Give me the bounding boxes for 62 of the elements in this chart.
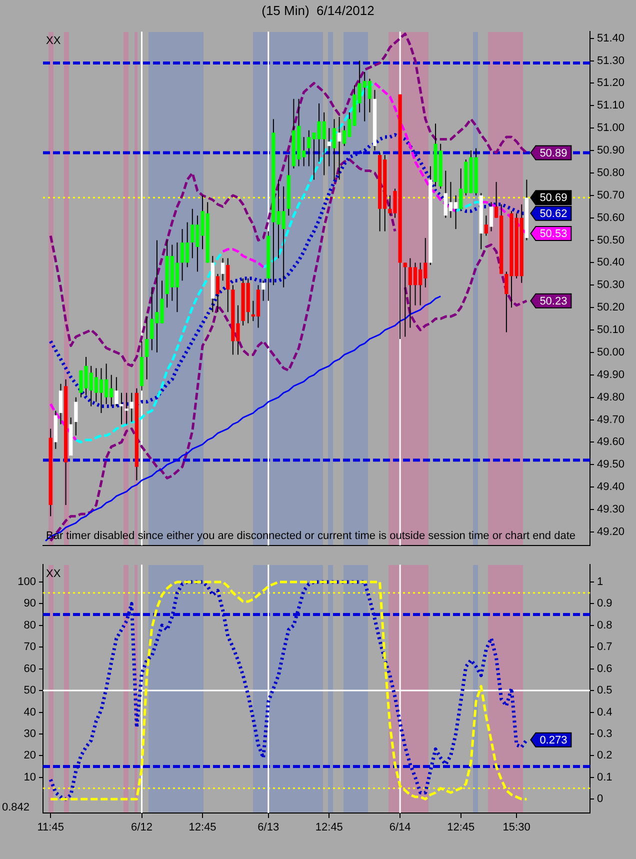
- y2-tick-label: 0.2: [597, 750, 612, 762]
- x-tick-label: 6/13: [258, 822, 280, 834]
- y-tick-label: 51.00: [597, 122, 625, 134]
- data-label: 50.23: [540, 295, 568, 308]
- y-tick-label: 50: [24, 684, 36, 697]
- y-tick-label: 50.70: [597, 189, 625, 202]
- annotation: 50.89: [540, 147, 568, 160]
- y2-tick-label: 0.7: [597, 641, 612, 654]
- y-tick-label: 49.50: [597, 458, 625, 471]
- data-label: 0.273: [540, 734, 568, 746]
- y2-tick-label: 0.1: [597, 771, 612, 784]
- y-tick-label: 100: [18, 576, 36, 588]
- y-tick-label: 50.30: [597, 279, 625, 292]
- x-tick-label: 15:30: [502, 822, 530, 834]
- data-label: 50.62: [540, 208, 568, 220]
- chart-title: (15 Min) 6/14/2012: [260, 3, 376, 18]
- y2-tick-label: 1: [597, 576, 604, 588]
- x-tick-label: 12:45: [447, 822, 475, 834]
- x-tick-label: 6/12: [131, 822, 152, 834]
- x-tick-label: 12:45: [315, 822, 343, 834]
- y-tick-label: 50.10: [597, 324, 625, 336]
- y-tick-label: 51.30: [597, 54, 625, 67]
- y-tick-label: 49.30: [597, 504, 625, 516]
- y-tick-label: 49.20: [597, 526, 625, 538]
- x-tick-label: 6/14: [389, 822, 411, 834]
- y-tick-label: 50.60: [597, 212, 625, 224]
- y-tick-label: 49.70: [597, 414, 625, 426]
- y-tick-label: 49.40: [597, 481, 625, 494]
- y-tick-label: 51.20: [597, 77, 625, 90]
- y-tick-label: 90: [24, 598, 36, 610]
- y2-tick-label: 0.8: [597, 619, 612, 632]
- annotation: XX: [46, 35, 62, 48]
- x-tick-label: 12:45: [188, 822, 216, 834]
- y2-tick-label: 0: [597, 793, 604, 806]
- y-tick-label: 50.80: [597, 166, 625, 179]
- y-tick-label: 49.80: [597, 391, 625, 404]
- y2-tick-label: 0.3: [597, 728, 612, 740]
- y-tick-label: 51.40: [597, 32, 625, 44]
- annotation: 50.69: [540, 192, 568, 204]
- y-tick-label: 50.50: [597, 234, 625, 246]
- y-tick-label: 49.90: [597, 368, 625, 381]
- data-label: 50.53: [540, 228, 568, 240]
- y-tick-label: 70: [24, 641, 36, 654]
- y2-tick-label: 0.5: [597, 684, 612, 697]
- y-tick-label: 10: [24, 771, 36, 784]
- y-tick-label: 50.90: [597, 144, 625, 157]
- y-tick-label: 40: [24, 706, 36, 718]
- x-tick-label: 11:45: [37, 822, 64, 834]
- y-tick-label: 49.60: [597, 436, 625, 448]
- y-tick-label: 80: [24, 619, 36, 632]
- y-tick-label: 60: [24, 662, 36, 675]
- y2-tick-label: 0.4: [597, 706, 612, 718]
- y-tick-label: 30: [24, 728, 36, 740]
- y2-tick-label: 0.9: [597, 598, 612, 610]
- y-tick-label: 50.00: [597, 346, 625, 358]
- y-tick-label: 20: [24, 750, 36, 762]
- y2-tick-label: 0.6: [597, 662, 612, 675]
- y-tick-label: 50.20: [597, 302, 625, 314]
- text: 0.842: [2, 802, 30, 814]
- y-tick-label: 51.10: [597, 100, 625, 112]
- annotation: XX: [46, 568, 62, 580]
- y-tick-label: 50.40: [597, 256, 625, 269]
